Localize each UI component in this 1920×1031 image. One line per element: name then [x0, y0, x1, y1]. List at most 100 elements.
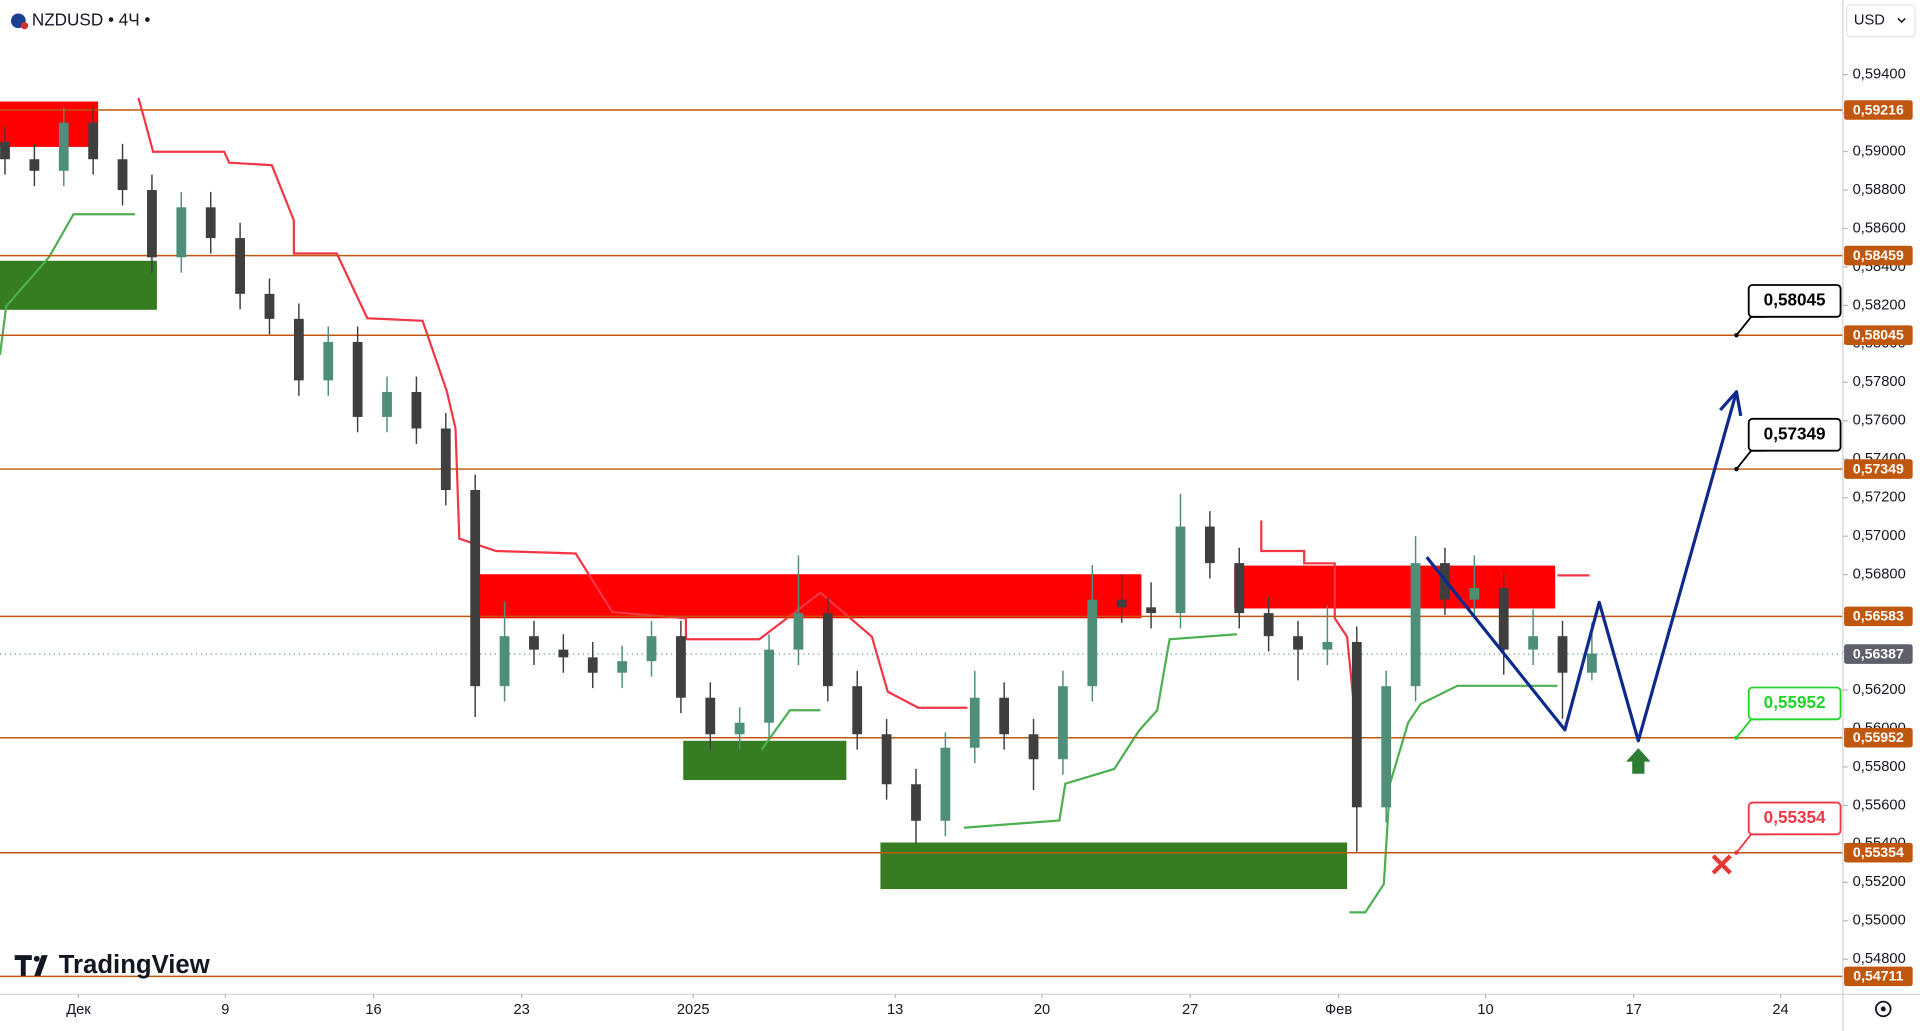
level-tag-box	[1844, 325, 1913, 345]
level-tag-label: 0,59216	[1853, 101, 1904, 117]
callout-anchor	[1734, 735, 1739, 740]
x-tick-label: 16	[365, 1002, 381, 1018]
candle-body	[1204, 526, 1215, 564]
settings-button[interactable]	[1875, 1000, 1892, 1018]
candle-body	[117, 159, 128, 191]
candle-body	[1175, 526, 1186, 614]
candle-body	[1263, 613, 1274, 637]
y-tick-label: 0,59400	[1853, 66, 1906, 82]
candle-body	[1381, 686, 1392, 808]
callout-box	[1747, 801, 1842, 836]
candle-body	[264, 293, 275, 319]
level-tag-label: 0,56583	[1853, 608, 1904, 624]
projection-line	[1425, 391, 1739, 743]
candle-body	[1234, 563, 1245, 614]
candle-body	[646, 636, 657, 662]
candle-body	[352, 341, 363, 417]
candle-body	[1116, 599, 1127, 608]
zone	[0, 101, 99, 147]
level-tag-box	[1844, 245, 1913, 266]
cross-marker	[1711, 854, 1732, 875]
level-tag-label: 0,58459	[1853, 247, 1904, 263]
candle-body	[852, 686, 863, 735]
candle-body	[1586, 653, 1597, 673]
watermark: TradingView	[14, 951, 211, 979]
x-tick-label: 27	[1182, 1002, 1198, 1018]
y-tick-label: 0,55000	[1853, 913, 1906, 929]
candle-body	[382, 391, 392, 417]
y-tick-label: 0,57000	[1853, 528, 1906, 544]
last-price-tag-label: 0,56387	[1853, 645, 1904, 661]
level-tag-box	[1844, 727, 1913, 748]
currency-selector[interactable]: USD	[1845, 4, 1916, 38]
candle-body	[1087, 599, 1098, 687]
y-tick-label: 0,56200	[1853, 682, 1906, 698]
callout-anchor	[1734, 850, 1739, 855]
gear-icon[interactable]	[1875, 1000, 1892, 1018]
candle-body	[1058, 686, 1068, 760]
candle-body	[558, 649, 569, 658]
candle-body	[911, 784, 921, 821]
y-tick-label: 0,56800	[1853, 567, 1906, 583]
y-tick-label: 0,55200	[1853, 874, 1906, 890]
candle-body	[1410, 563, 1421, 687]
level-tag-label: 0,57349	[1853, 460, 1904, 476]
last-price-tag-box	[1844, 644, 1913, 664]
x-tick-label: 13	[887, 1002, 903, 1018]
gear-center[interactable]	[1880, 1006, 1886, 1012]
y-tick-label: 0,58600	[1853, 220, 1906, 236]
supertrend-line	[137, 97, 1590, 735]
zone	[0, 260, 157, 310]
axes: 0,548000,550000,552000,554000,556000,558…	[66, 66, 1913, 1018]
y-tick-label: 0,58200	[1853, 297, 1906, 313]
candle-body	[969, 697, 980, 748]
candle-body	[764, 649, 774, 723]
zone	[880, 842, 1348, 890]
candle-body	[411, 391, 422, 429]
x-tick-label: 2025	[677, 1002, 710, 1018]
candle-body	[940, 747, 951, 821]
chevron[interactable]	[1897, 17, 1906, 24]
callout-label: 0,55354	[1764, 807, 1826, 827]
candle-body	[440, 428, 451, 491]
y-tick-label: 0,57800	[1853, 374, 1906, 390]
x-tick-label: 10	[1477, 1002, 1493, 1018]
candle-body	[1498, 588, 1509, 650]
level-tag-label: 0,54711	[1853, 968, 1903, 984]
supertrend-line	[0, 213, 1558, 914]
logo-dot	[33, 955, 40, 962]
candle-body	[176, 207, 187, 258]
candle-body	[205, 207, 216, 239]
level-tag-box	[1844, 459, 1913, 479]
candle-body	[1322, 641, 1333, 650]
y-tick-label: 0,59000	[1853, 143, 1906, 159]
callout-box	[1747, 686, 1842, 721]
currency-label[interactable]: USD	[1854, 13, 1885, 29]
candle-body	[705, 697, 716, 735]
level-tag-box	[1844, 606, 1913, 627]
candle-body	[1469, 588, 1480, 600]
y-tick-label: 0,57200	[1853, 490, 1906, 506]
level-tag-label: 0,58045	[1853, 327, 1904, 343]
candle-body	[0, 141, 10, 160]
projection-arrowhead	[1719, 390, 1743, 417]
symbol-header: NZDUSD • 4Ч •	[11, 9, 151, 30]
candle-body	[822, 613, 833, 687]
chart-title: NZDUSD • 4Ч •	[32, 9, 151, 29]
candle-body	[1028, 734, 1039, 760]
level-tag-box	[1844, 966, 1913, 987]
x-tick-label: 9	[221, 1002, 229, 1018]
y-tick-label: 0,55800	[1853, 759, 1906, 775]
candle-body	[793, 613, 804, 650]
callout-box	[1747, 284, 1842, 318]
up-arrow-marker	[1626, 748, 1651, 774]
candle-body	[29, 159, 40, 171]
callout-label: 0,57349	[1764, 423, 1826, 443]
x-tick-label: Дек	[66, 1002, 91, 1018]
y-tick-label: 0,58800	[1853, 182, 1906, 198]
y-tick-label: 0,54800	[1853, 951, 1906, 967]
candle-body	[999, 697, 1010, 735]
currency-box[interactable]	[1845, 4, 1916, 38]
candle-body	[1528, 636, 1539, 650]
